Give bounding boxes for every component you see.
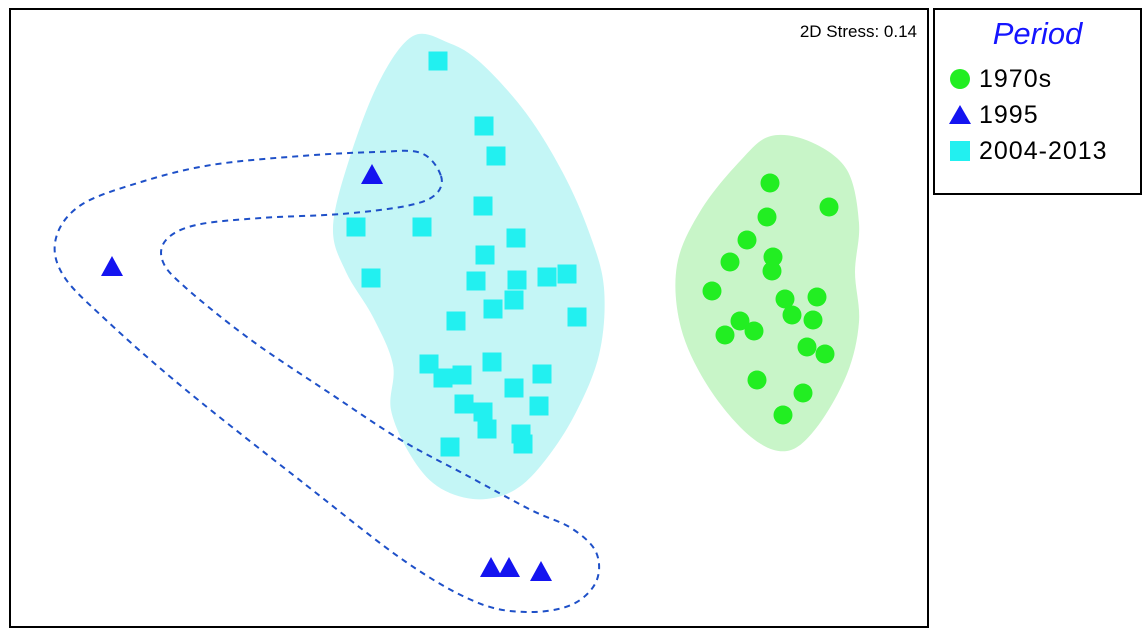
point-1970s-6: [762, 261, 782, 281]
legend-title: Period: [992, 16, 1083, 51]
point-1995-3: [498, 557, 520, 577]
point-2004-2013-5: [412, 217, 432, 237]
point-2004-2013-24: [529, 396, 549, 416]
point-1995-4: [530, 561, 552, 581]
point-2004-2013-22: [504, 378, 524, 398]
point-1970s-0: [760, 173, 780, 193]
legend-item-1995: 1995: [947, 98, 1039, 132]
point-2004-2013-1: [474, 116, 494, 136]
point-1970s-3: [737, 230, 757, 250]
legend-item-2004-2013: 2004-2013: [947, 134, 1108, 168]
point-2004-2013-11: [557, 264, 577, 284]
point-1970s-15: [797, 337, 817, 357]
point-1970s-10: [782, 305, 802, 325]
point-1970s-5: [720, 252, 740, 272]
point-1970s-12: [730, 311, 750, 331]
point-2004-2013-29: [440, 437, 460, 457]
legend: Period 1970s 1995 2004-2013: [933, 8, 1142, 195]
legend-label: 1995: [979, 100, 1039, 129]
point-2004-2013-20: [452, 365, 472, 385]
point-2004-2013-4: [346, 217, 366, 237]
point-2004-2013-14: [483, 299, 503, 319]
plot-area: 2D Stress: 0.14: [9, 8, 929, 628]
point-2004-2013-28: [513, 434, 533, 454]
point-2004-2013-16: [567, 307, 587, 327]
hull-1970s: [675, 134, 860, 452]
point-1970s-4: [763, 247, 783, 267]
triangle-marker-icon: [947, 102, 973, 128]
point-1970s-18: [793, 383, 813, 403]
point-2004-2013-6: [506, 228, 526, 248]
point-2004-2013-9: [507, 270, 527, 290]
point-2004-2013-12: [466, 271, 486, 291]
point-1995-1: [101, 256, 123, 276]
point-2004-2013-18: [482, 352, 502, 372]
point-2004-2013-0: [428, 51, 448, 71]
point-2004-2013-3: [473, 196, 493, 216]
square-marker-icon: [947, 138, 973, 164]
legend-label: 2004-2013: [979, 136, 1108, 165]
point-2004-2013-8: [361, 268, 381, 288]
legend-item-1970s: 1970s: [947, 62, 1052, 96]
point-2004-2013-25: [473, 402, 493, 422]
point-1970s-17: [747, 370, 767, 390]
point-1970s-9: [807, 287, 827, 307]
point-2004-2013-15: [446, 311, 466, 331]
circle-marker-icon: [947, 66, 973, 92]
point-2004-2013-7: [475, 245, 495, 265]
point-1970s-11: [803, 310, 823, 330]
point-2004-2013-21: [532, 364, 552, 384]
point-1995-2: [480, 557, 502, 577]
point-2004-2013-2: [486, 146, 506, 166]
point-1970s-8: [775, 289, 795, 309]
point-2004-2013-23: [454, 394, 474, 414]
stress-label: 2D Stress: 0.14: [799, 22, 917, 41]
point-1970s-13: [744, 321, 764, 341]
point-1995-0: [361, 164, 383, 184]
point-1970s-14: [715, 325, 735, 345]
point-1970s-16: [815, 344, 835, 364]
legend-label: 1970s: [979, 64, 1053, 93]
point-1970s-2: [757, 207, 777, 227]
point-2004-2013-19: [433, 368, 453, 388]
point-1970s-19: [773, 405, 793, 425]
point-1970s-1: [819, 197, 839, 217]
point-1970s-7: [702, 281, 722, 301]
point-2004-2013-13: [504, 290, 524, 310]
mds-plot: [53, 33, 860, 614]
point-2004-2013-10: [537, 267, 557, 287]
point-2004-2013-26: [477, 419, 497, 439]
